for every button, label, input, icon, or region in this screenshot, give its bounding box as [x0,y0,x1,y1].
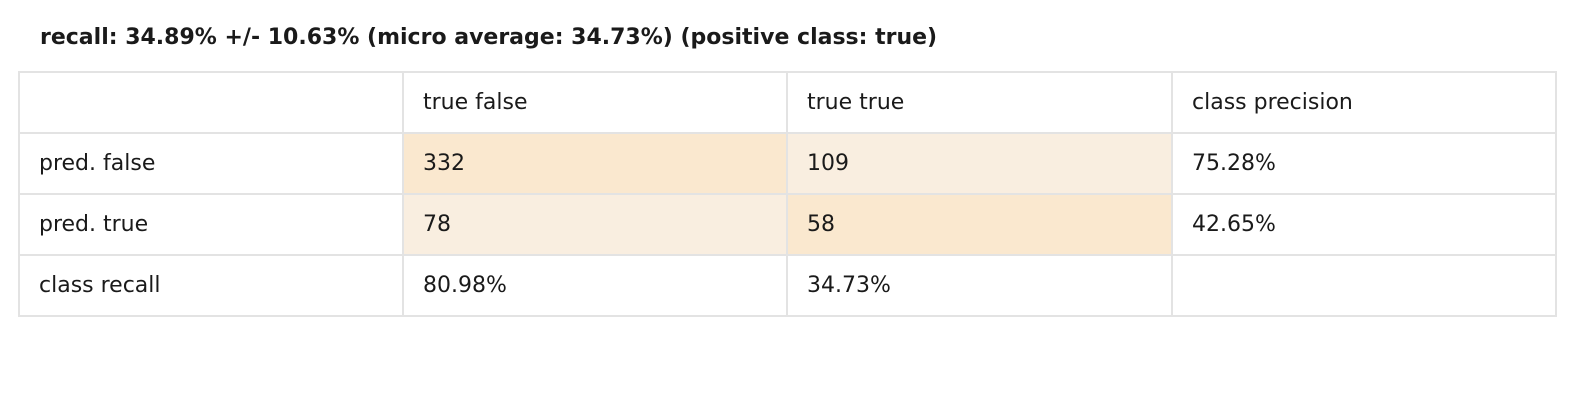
cell-recall-true-false: 80.98% [402,254,788,317]
row-label-class-recall: class recall [18,254,404,317]
cell-pred-true-true-false: 78 [402,193,788,256]
confusion-matrix-table: true false true true class precision pre… [18,71,1557,317]
cell-pred-false-true-true: 109 [786,132,1173,195]
cell-recall-empty [1171,254,1557,317]
performance-title: recall: 34.89% +/- 10.63% (micro average… [40,25,938,50]
cell-pred-false-true-false: 332 [402,132,788,195]
header-corner-cell [18,71,404,134]
cell-precision-pred-false: 75.28% [1171,132,1557,195]
row-label-pred-false: pred. false [18,132,404,195]
table-row: pred. false 332 109 75.28% [18,132,1557,195]
header-true-false: true false [402,71,788,134]
table-row: pred. true 78 58 42.65% [18,193,1557,256]
header-class-precision: class precision [1171,71,1557,134]
cell-precision-pred-true: 42.65% [1171,193,1557,256]
table-row: class recall 80.98% 34.73% [18,254,1557,317]
header-row: true false true true class precision [18,71,1557,134]
cell-pred-true-true-true: 58 [786,193,1173,256]
row-label-pred-true: pred. true [18,193,404,256]
cell-recall-true-true: 34.73% [786,254,1173,317]
header-true-true: true true [786,71,1173,134]
